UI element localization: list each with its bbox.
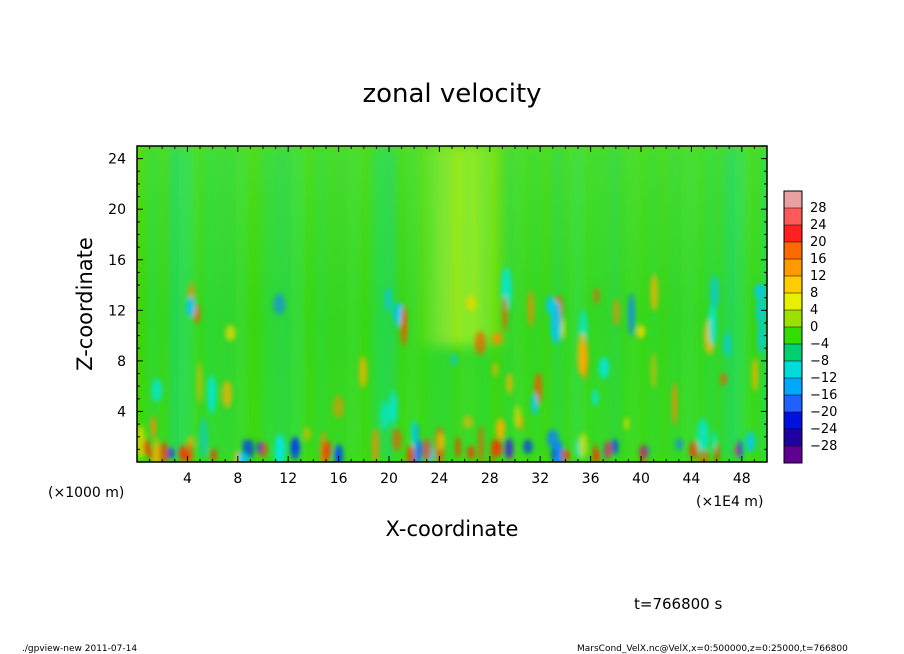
colorbar-swatch xyxy=(784,191,802,209)
y-tick-label: 20 xyxy=(108,202,126,218)
colorbar: 28 24 20 16 12 8 4 0 −4 −8 −12 −16 −20 −24 −28 xyxy=(784,191,837,464)
x-tick-label: 36 xyxy=(582,471,600,487)
x-unit-label: (×1E4 m) xyxy=(696,494,763,510)
chart-title: zonal velocity xyxy=(362,79,541,109)
colorbar-label: 8 xyxy=(810,286,818,301)
colorbar-label: −8 xyxy=(810,354,829,369)
colorbar-label: −20 xyxy=(810,405,837,420)
colorbar-label: −24 xyxy=(810,422,837,437)
colorbar-label: 12 xyxy=(810,269,827,284)
colorbar-label: −28 xyxy=(810,439,837,454)
x-tick-label: 4 xyxy=(183,471,192,487)
colorbar-swatch xyxy=(784,276,802,294)
colorbar-swatch xyxy=(784,327,802,345)
colorbar-swatch xyxy=(784,293,802,311)
footer-left: ./gpview-new 2011-07-14 xyxy=(22,644,137,654)
colorbar-frame xyxy=(783,190,803,464)
x-tick-label: 16 xyxy=(330,471,348,487)
x-tick-label: 32 xyxy=(531,471,549,487)
colorbar-label: 16 xyxy=(810,252,827,267)
y-tick-label: 12 xyxy=(108,303,126,319)
colorbar-label: −12 xyxy=(810,371,837,386)
colorbar-label: 0 xyxy=(810,320,818,335)
colorbar-swatch xyxy=(784,344,802,362)
x-axis-title: X-coordinate xyxy=(386,517,519,541)
colorbar-label: 28 xyxy=(810,201,827,216)
colorbar-swatch xyxy=(784,242,802,260)
colorbar-label: −16 xyxy=(810,388,837,403)
footer-right: MarsCond_VelX.nc@VelX,x=0:500000,z=0:250… xyxy=(577,644,848,654)
colorbar-swatch xyxy=(784,361,802,379)
colorbar-swatch xyxy=(784,225,802,243)
colorbar-label: −4 xyxy=(810,337,829,352)
heatmap-blobs xyxy=(137,266,766,462)
y-tick-label: 24 xyxy=(108,152,126,168)
x-tick-label: 8 xyxy=(233,471,242,487)
colorbar-swatch xyxy=(784,378,802,396)
colorbar-swatch xyxy=(784,429,802,447)
x-tick-label: 12 xyxy=(279,471,297,487)
colorbar-label: 24 xyxy=(810,218,827,233)
heatmap-field xyxy=(137,146,767,462)
x-tick-label: 24 xyxy=(430,471,448,487)
y-unit-label: (×1000 m) xyxy=(48,485,124,501)
x-axis: 4 8 12 16 20 24 28 32 36 40 44 48 xyxy=(149,146,755,487)
x-tick-label: 20 xyxy=(380,471,398,487)
colorbar-swatch xyxy=(784,259,802,277)
x-tick-label: 40 xyxy=(632,471,650,487)
time-annotation: t=766800 s xyxy=(634,595,722,613)
colorbar-swatch xyxy=(784,446,802,464)
y-tick-label: 4 xyxy=(117,404,126,420)
colorbar-swatch xyxy=(784,310,802,328)
x-tick-label: 48 xyxy=(733,471,751,487)
y-tick-label: 8 xyxy=(117,354,126,370)
y-axis: 4 8 12 16 20 24 xyxy=(108,152,767,450)
colorbar-swatch xyxy=(784,208,802,226)
x-tick-label: 44 xyxy=(682,471,700,487)
y-tick-label: 16 xyxy=(108,253,126,269)
colorbar-swatch xyxy=(784,395,802,413)
x-tick-label: 28 xyxy=(481,471,499,487)
y-axis-title: Z-coordinate xyxy=(73,237,97,371)
colorbar-label: 20 xyxy=(810,235,827,250)
colorbar-swatch xyxy=(784,412,802,430)
colorbar-label: 4 xyxy=(810,303,818,318)
